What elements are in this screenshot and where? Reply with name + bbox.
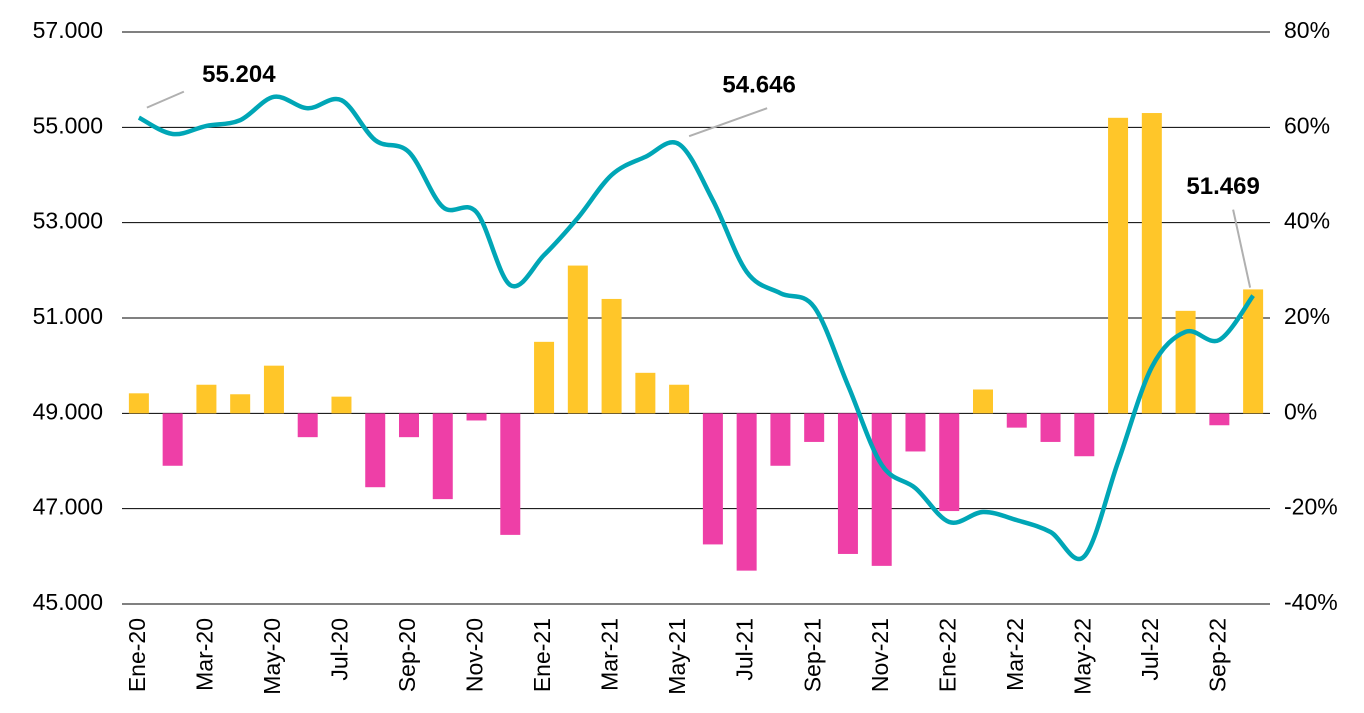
x-tick-label: Ene-21 [529,618,555,692]
bar [1108,117,1129,414]
x-tick-label: Ene-20 [124,618,150,692]
x-tick-label: May-20 [259,618,285,695]
x-tick-label: Jul-20 [327,618,353,681]
x-tick-label: May-22 [1069,618,1095,695]
x-tick-label: Sep-21 [799,618,825,692]
y-tick-label: 55.000 [33,112,103,138]
bar [162,413,183,466]
x-tick-label: Jul-21 [732,618,758,681]
bar [871,413,892,566]
y-tick-label: 51.000 [33,303,103,329]
x-tick-label: Sep-22 [1204,618,1230,692]
bar [567,265,588,414]
x-tick-label: Ene-22 [934,618,960,692]
x-tick-label: Mar-21 [597,618,623,691]
data-label: 51.469 [1186,173,1259,200]
line [137,94,1255,562]
bar [736,413,757,571]
bar [128,393,149,414]
bar [973,389,993,414]
y-tick-label: 45.000 [33,589,103,615]
bar [534,341,555,414]
bar [331,396,352,414]
y-tick-label: 53.000 [33,208,103,234]
y-tick-label: 47.000 [33,494,103,520]
bar [770,413,791,466]
bar [1243,289,1264,414]
bar [1209,413,1230,426]
y2-tick-label: 20% [1284,303,1330,329]
data-label: 54.646 [722,72,795,99]
bar [297,413,318,438]
data-label: 55.204 [202,61,276,88]
bar [669,384,690,414]
y2-tick-label: -40% [1284,589,1338,615]
y2-tick-label: 80% [1284,17,1330,43]
leader-line [146,90,185,109]
x-tick-label: Mar-22 [1002,618,1028,691]
bar [500,413,521,535]
bar [939,413,960,512]
bar [432,413,453,500]
bar [905,413,926,452]
bar [1006,413,1027,428]
y2-tick-label: 40% [1284,208,1330,234]
x-tick-label: Nov-20 [462,618,488,692]
bar [601,298,622,414]
bar [466,413,487,421]
bar [399,413,419,438]
bar [702,413,723,545]
bar [230,394,251,414]
x-tick-label: Mar-20 [191,618,217,691]
bar [1040,413,1061,442]
y-tick-label: 57.000 [33,17,103,43]
bar [837,413,858,554]
x-tick-label: May-21 [664,618,690,695]
bar [365,413,386,488]
x-tick-label: Nov-21 [867,618,893,692]
leader-line [1232,209,1252,288]
y2-tick-label: 0% [1284,398,1317,424]
bar [1141,113,1162,414]
bar [804,413,825,442]
y2-tick-label: 60% [1284,112,1330,138]
bar [1074,413,1095,457]
y2-tick-label: -20% [1284,494,1338,520]
bar [196,384,217,414]
bar [263,365,284,414]
x-tick-label: Sep-20 [394,618,420,692]
x-tick-label: Jul-22 [1137,618,1163,681]
leader-line [688,107,768,138]
bar [635,372,656,414]
bar [1175,310,1196,414]
y-tick-label: 49.000 [33,398,103,424]
